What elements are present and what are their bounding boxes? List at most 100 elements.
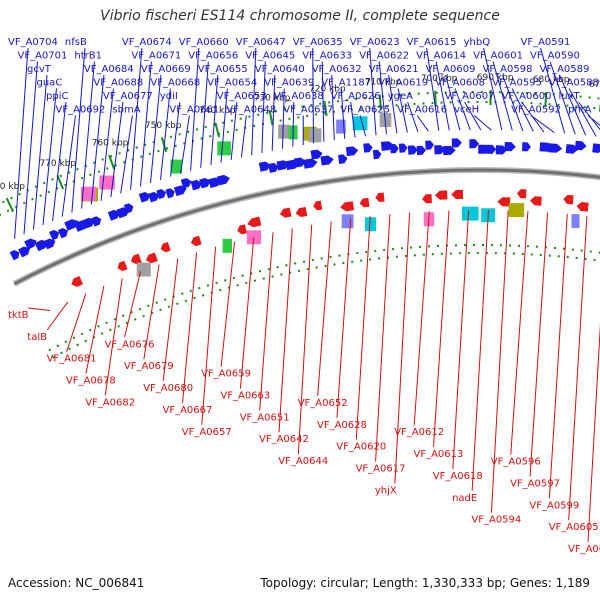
top-gene-label: VF_A0600 xyxy=(502,91,552,102)
label-leader xyxy=(202,247,216,425)
feature-shape xyxy=(469,139,479,148)
reverse-gene xyxy=(116,261,128,273)
label-leader xyxy=(569,216,587,520)
label-leader xyxy=(530,212,548,476)
feature-shape xyxy=(575,141,587,151)
top-gene-label: VF_A0653 xyxy=(217,91,267,102)
kbp-tick xyxy=(215,123,219,138)
bottom-gene-label: yhjX xyxy=(375,485,397,496)
label-leader xyxy=(588,218,600,542)
feature-shape xyxy=(417,146,426,156)
bottom-gene-label: VF_A0642 xyxy=(259,434,309,445)
label-layer: VF_A0704 VF_A0701 gcvT guaC ppiC VF_A0692 nfsB… xyxy=(8,37,600,555)
top-gene-label: VF_A0669 xyxy=(141,64,191,75)
feature-block xyxy=(342,214,354,228)
top-gene-label: VF_A0614 xyxy=(416,51,466,62)
reverse-gene xyxy=(375,193,385,203)
top-gene-label: VF_A0625 xyxy=(340,105,390,116)
forward-gene xyxy=(338,154,348,164)
top-gene-label: gcvT xyxy=(27,64,52,75)
bottom-gene-label: VF_A0657 xyxy=(182,427,232,438)
bottom-gene-label: VF_A0676 xyxy=(105,339,155,350)
feature-shape xyxy=(295,207,308,218)
feature-shape xyxy=(390,144,399,154)
forward-gene xyxy=(575,141,587,151)
label-leader xyxy=(472,210,488,491)
reverse-gene xyxy=(190,236,202,247)
reverse-gene xyxy=(497,197,510,206)
label-leader xyxy=(511,211,528,454)
feature-shape xyxy=(313,201,323,211)
label-leader xyxy=(240,237,253,389)
bottom-gene-label: VF_A0597 xyxy=(510,478,560,489)
label-leader xyxy=(161,89,171,180)
feature-block xyxy=(278,125,289,139)
label-leader xyxy=(279,228,292,432)
reverse-gene xyxy=(563,195,574,205)
reverse-gene xyxy=(359,198,369,208)
label-leader xyxy=(417,116,428,132)
bottom-gene-label: VF_A0652 xyxy=(298,398,348,409)
reverse-gene xyxy=(340,201,354,212)
top-gene-label: VF_A0637 xyxy=(283,105,333,116)
reverse-gene xyxy=(236,224,247,235)
top-gene-label: VF_A0598 xyxy=(483,64,533,75)
forward-gene xyxy=(320,155,334,166)
feature-block xyxy=(217,141,231,155)
feature-shape xyxy=(425,140,434,149)
top-gene-label: VF_A0607 xyxy=(445,91,495,102)
forward-gene xyxy=(399,143,408,153)
label-leader xyxy=(260,232,273,410)
forward-gene xyxy=(390,144,399,154)
top-gene-label: VF_A0692 xyxy=(56,105,106,116)
feature-shape xyxy=(451,190,463,199)
feature-shape xyxy=(576,202,589,212)
bottom-gene-label: VF_A0599 xyxy=(529,500,579,511)
forward-gene xyxy=(303,158,318,169)
top-gene-label: luxT xyxy=(559,91,581,102)
bottom-gene-label: VF_A0680 xyxy=(143,383,193,394)
feature-shape xyxy=(375,193,385,203)
feature-block xyxy=(309,128,322,142)
feature-block xyxy=(509,203,525,217)
top-gene-label: VF_A0645 xyxy=(245,51,295,62)
feature-shape xyxy=(592,143,600,153)
bottom-gene-label: VF_A0681 xyxy=(47,354,97,365)
label-leader xyxy=(434,211,449,448)
top-gene-label: sbmA xyxy=(112,105,140,116)
feature-shape xyxy=(91,215,103,227)
kbp-tick xyxy=(57,175,63,189)
reverse-gene xyxy=(451,190,463,199)
forward-gene xyxy=(91,215,103,227)
top-gene-label: ppiC xyxy=(46,91,68,102)
reverse-gene xyxy=(279,208,291,219)
reverse-gene xyxy=(435,190,448,199)
bottom-gene-label: VF_A0620 xyxy=(336,442,386,453)
top-gene-label: VF_A0648 xyxy=(226,105,276,116)
top-gene-label: ygeA xyxy=(388,91,413,102)
label-leader xyxy=(337,219,351,418)
forward-gene xyxy=(373,149,382,159)
feature-block xyxy=(223,239,232,253)
feature-shape xyxy=(340,201,354,212)
bottom-gene-label: VF_A0644 xyxy=(278,456,328,467)
label-leader xyxy=(67,294,86,352)
top-gene-label: VF_A0684 xyxy=(84,64,134,75)
feature-shape xyxy=(548,143,562,153)
kbp-tick xyxy=(7,198,14,212)
top-gene-label: VF_A0588 xyxy=(549,78,599,89)
top-gene-label: VF_A0640 xyxy=(255,64,305,75)
feature-shape xyxy=(159,242,171,253)
feature-shape xyxy=(373,149,382,159)
forward-gene xyxy=(469,139,479,148)
feature-shape xyxy=(346,146,359,156)
top-gene-label: VF_A0609 xyxy=(426,64,476,75)
label-leader xyxy=(111,102,123,197)
top-gene-label: VF_A0632 xyxy=(312,64,362,75)
label-leader xyxy=(125,271,141,337)
forward-gene xyxy=(548,143,562,153)
label-leader xyxy=(414,211,429,425)
bottom-gene-label: VF_A0628 xyxy=(317,420,367,431)
feature-shape xyxy=(435,190,448,199)
forward-gene xyxy=(425,140,434,149)
